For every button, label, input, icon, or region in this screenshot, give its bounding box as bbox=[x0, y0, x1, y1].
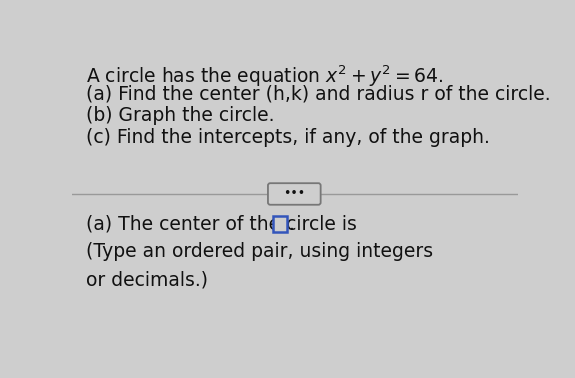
Text: (c) Find the intercepts, if any, of the graph.: (c) Find the intercepts, if any, of the … bbox=[86, 128, 490, 147]
Text: (b) Graph the circle.: (b) Graph the circle. bbox=[86, 106, 274, 125]
Bar bbox=[273, 215, 287, 232]
FancyBboxPatch shape bbox=[268, 183, 321, 205]
Text: or decimals.): or decimals.) bbox=[86, 270, 208, 289]
Text: •••: ••• bbox=[283, 187, 305, 200]
Text: A circle has the equation $x^{2}+y^{2}=64.$: A circle has the equation $x^{2}+y^{2}=6… bbox=[86, 63, 443, 88]
Text: (Type an ordered pair, using integers: (Type an ordered pair, using integers bbox=[86, 242, 433, 262]
Text: .: . bbox=[289, 215, 294, 234]
Text: (a) Find the center (h,k) and radius r of the circle.: (a) Find the center (h,k) and radius r o… bbox=[86, 85, 550, 104]
Text: (a) The center of the circle is: (a) The center of the circle is bbox=[86, 215, 363, 234]
